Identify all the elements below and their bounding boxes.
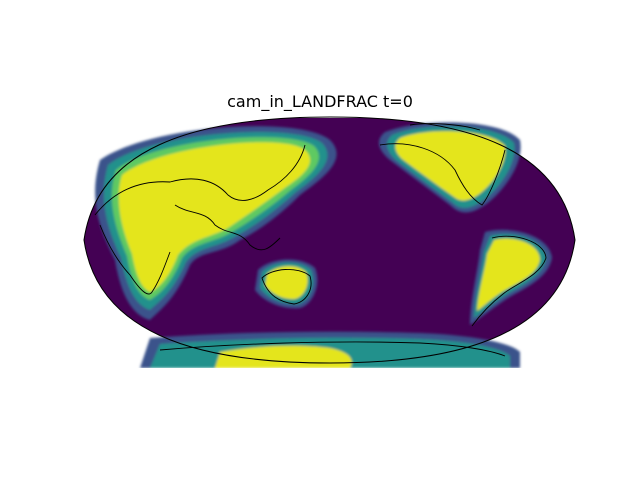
land-fraction-field [95,122,552,368]
coastline-antarctica [159,341,506,357]
plot-title: cam_in_LANDFRAC t=0 [227,92,413,111]
map-frame [83,116,576,364]
coastline-north-america [379,143,506,206]
coastline-australia [261,269,312,305]
coastline-asia-south [174,204,281,251]
coastline-arctic [409,123,481,131]
coastline-south-america [471,235,547,327]
coastline-africa [99,224,171,295]
coastlines [94,123,547,357]
coastline-eurasia-africa [94,144,306,216]
